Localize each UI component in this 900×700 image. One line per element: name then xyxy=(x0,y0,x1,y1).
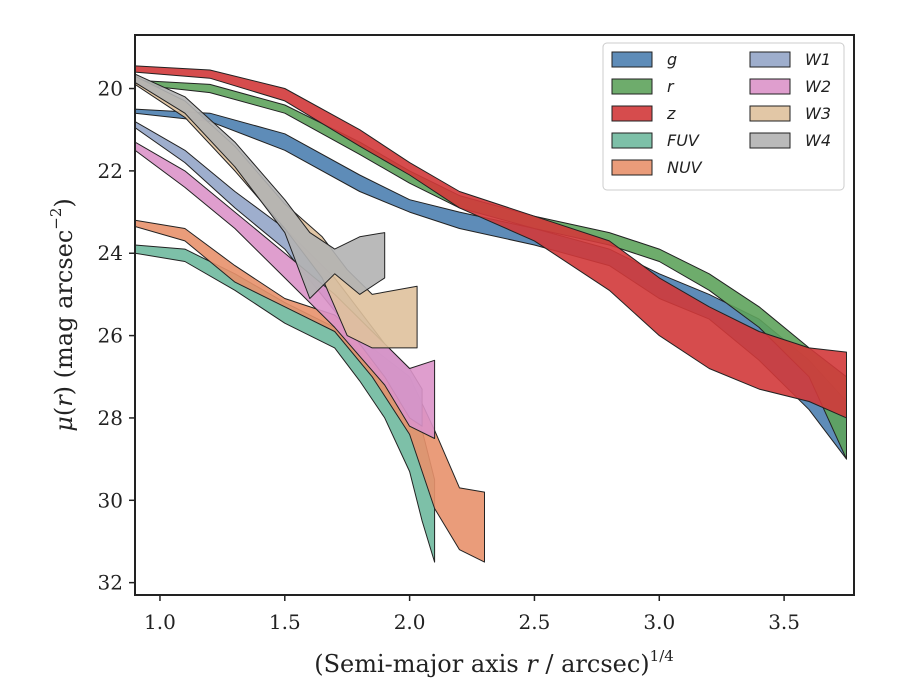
legend-swatch-w3 xyxy=(749,105,791,122)
legend-swatch-r xyxy=(611,78,653,95)
legend-swatch-g xyxy=(611,51,653,68)
y-tick-label: 28 xyxy=(98,406,123,430)
legend-swatch-w4 xyxy=(749,132,791,149)
series-area-w2 xyxy=(135,141,436,439)
series-area-z xyxy=(135,65,847,419)
legend-swatch-nuv xyxy=(611,159,653,176)
x-axis-label: (Semi-major axis r / arcsec)1/4 xyxy=(314,647,674,678)
y-tick-label: 26 xyxy=(98,324,123,348)
x-tick-label: 1.0 xyxy=(144,610,176,634)
series-areas xyxy=(135,65,847,563)
legend-label-w1: W1 xyxy=(805,50,831,69)
x-tick-label: 2.0 xyxy=(394,610,426,634)
legend-label-g: g xyxy=(667,50,677,69)
legend-label-w3: W3 xyxy=(805,104,831,123)
y-tick-label: 22 xyxy=(98,159,123,183)
x-tick-label: 1.5 xyxy=(269,610,301,634)
legend-label-z: z xyxy=(666,104,676,123)
legend-swatch-z xyxy=(611,105,653,122)
plot-frame xyxy=(134,34,855,596)
x-tick-label: 3.0 xyxy=(643,610,675,634)
y-tick-label: 24 xyxy=(98,241,123,265)
y-tick-label: 32 xyxy=(98,571,123,595)
y-axis-label: μ(r) (mag arcsec−2) xyxy=(47,198,78,432)
y-tick-label: 30 xyxy=(98,488,123,512)
legend-label-nuv: NUV xyxy=(667,158,703,177)
legend-swatch-w2 xyxy=(749,78,791,95)
y-axis: 20 22 24 26 28 30 32 xyxy=(98,77,135,595)
legend-label-r: r xyxy=(667,77,675,96)
x-axis: 1.0 1.5 2.0 2.5 3.0 3.5 xyxy=(144,595,800,634)
x-tick-label: 3.5 xyxy=(768,610,800,634)
legend-label-w4: W4 xyxy=(805,131,831,150)
x-tick-label: 2.5 xyxy=(519,610,551,634)
legend-swatch-w1 xyxy=(749,51,791,68)
legend-label-w2: W2 xyxy=(805,77,831,96)
legend: grz FUV NUV W1 W2 W3 W4 xyxy=(602,42,845,191)
series-area-w4 xyxy=(135,73,386,299)
legend-label-fuv: FUV xyxy=(667,131,700,150)
legend-swatch-fuv xyxy=(611,132,653,149)
y-tick-label: 20 xyxy=(98,77,123,101)
